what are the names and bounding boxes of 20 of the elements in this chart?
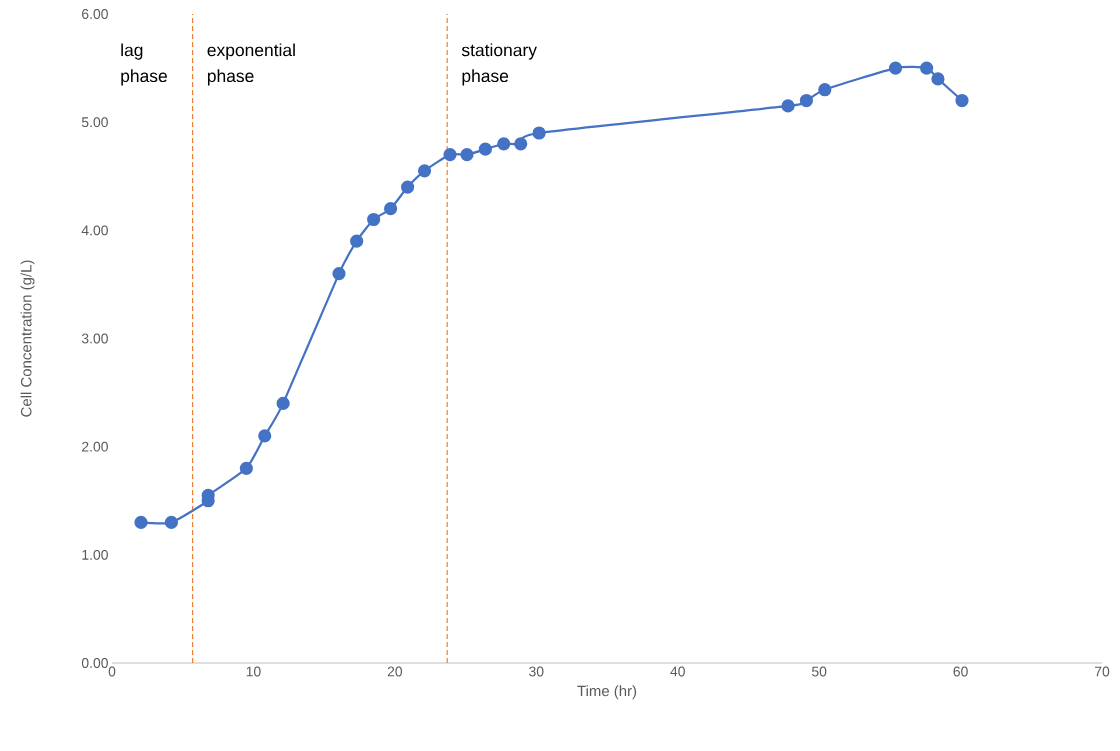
y-tick-label: 3.00 <box>81 333 108 344</box>
y-tick-label: 4.00 <box>81 225 108 236</box>
x-tick-label: 60 <box>953 666 968 677</box>
annotation: exponential phase <box>207 43 295 86</box>
annotation: lag phase <box>121 43 167 86</box>
y-tick-label: 2.00 <box>82 441 108 452</box>
x-tick-label: 10 <box>246 666 261 677</box>
annotation: stationary phase <box>461 43 537 86</box>
x-axis-title: Time (hr) <box>577 685 637 700</box>
y-axis-title: Cell Concentration (g/L) <box>20 260 35 417</box>
x-tick-label: 20 <box>387 666 403 677</box>
x-tick-label: 0 <box>108 666 116 677</box>
y-tick-label: 5.00 <box>81 117 108 128</box>
y-tick-label: 6.00 <box>82 9 108 19</box>
x-tick-label: 50 <box>811 666 827 677</box>
x-tick-label: 30 <box>529 666 544 677</box>
x-tick-label: 70 <box>1094 666 1110 677</box>
y-tick-label: 1.00 <box>82 549 108 560</box>
x-tick-label: 40 <box>670 666 685 677</box>
y-tick-label: 0.00 <box>81 658 108 668</box>
